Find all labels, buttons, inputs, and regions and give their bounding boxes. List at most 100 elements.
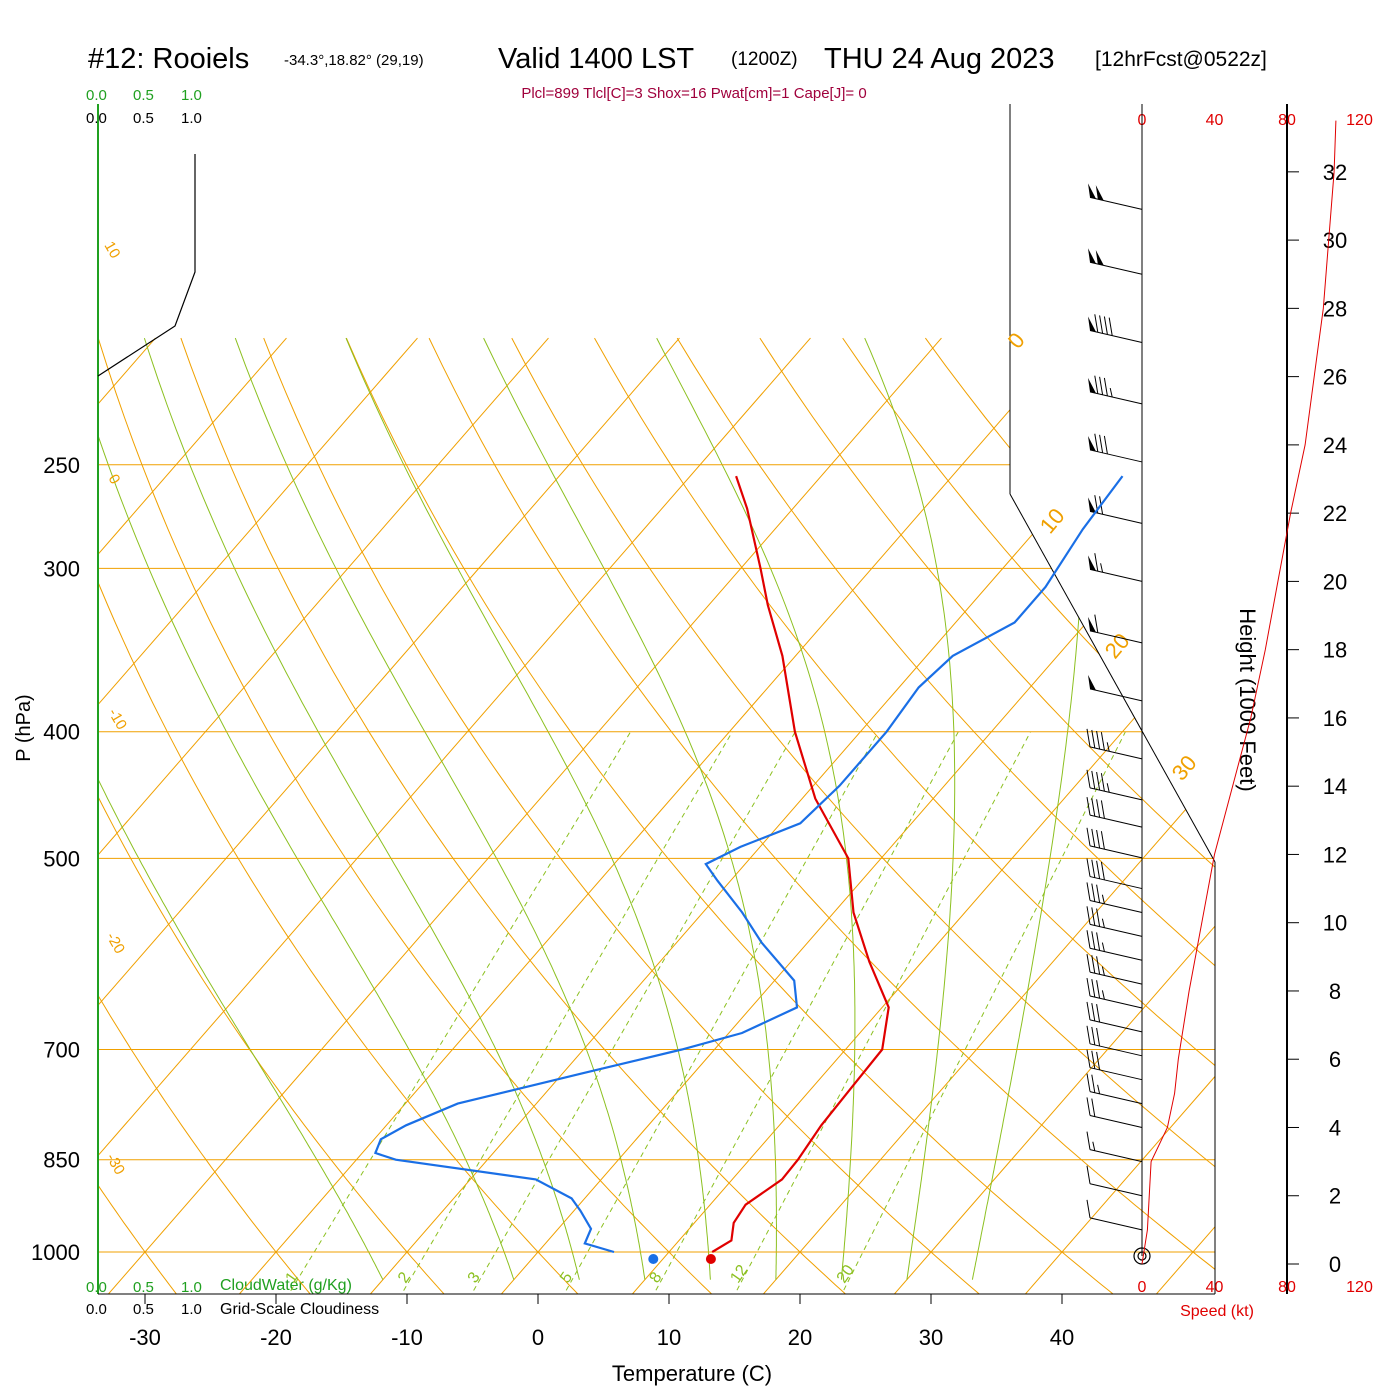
wind-barb-feather <box>1086 1025 1091 1044</box>
calm-wind-circle-inner <box>1137 1251 1147 1261</box>
wind-barb-feather <box>1091 979 1096 998</box>
height-tick-label: 20 <box>1323 569 1347 594</box>
wind-barb <box>1086 858 1143 890</box>
wind-barb-feather <box>1091 955 1096 974</box>
wind-barb-half-feather <box>1101 966 1105 976</box>
temperature-tick-label: -30 <box>129 1325 161 1350</box>
dry-adiabat-line <box>676 337 1215 1294</box>
isotherm-line <box>98 337 549 1294</box>
wind-barb-feather <box>1096 884 1101 903</box>
wind-barb-feather <box>1086 906 1091 925</box>
wind-barb-staff <box>1089 630 1143 644</box>
wind-barb <box>1088 553 1143 582</box>
wind-barb-staff <box>1089 923 1143 937</box>
wind-barb-feather <box>1100 831 1105 850</box>
wind-barb <box>1088 248 1143 275</box>
speed-tick-label: 80 <box>1278 112 1296 129</box>
speed-tick-label: 0 <box>1138 1279 1147 1296</box>
isotherm-line <box>359 337 1204 1294</box>
wind-barb <box>1088 674 1143 702</box>
wind-barb <box>1086 1025 1143 1057</box>
isotherm-labels: 10 0 -10 -20 -30 0 10 20 30 <box>101 239 1202 1178</box>
moist-adiabat-line <box>143 337 580 1280</box>
wind-barb-half-feather <box>1106 742 1110 752</box>
temperature-axis-label: Temperature (C) <box>612 1361 772 1386</box>
wind-barb <box>1088 375 1143 405</box>
wind-barb-half-feather <box>1092 1141 1096 1151</box>
wind-barb-staff <box>1089 1183 1143 1197</box>
wind-barb <box>1086 977 1143 1009</box>
dry-adiabat-line <box>511 337 1215 1294</box>
thermodynamic-background <box>0 337 1215 1306</box>
speed-tick-label: 120 <box>1346 1279 1373 1296</box>
wind-barb-feather <box>1096 956 1101 975</box>
mixing-ratio-line <box>728 731 1032 1294</box>
cloudiness-tick: 1.0 <box>181 1301 202 1318</box>
mixing-ratio-line <box>646 731 959 1294</box>
wind-barb-feather <box>1096 860 1101 879</box>
cloudwater-scale-bottom: 0.0 0.5 1.0 CloudWater (g/Kg) 0.0 0.5 1.… <box>86 1277 379 1318</box>
wind-barb-feather <box>1103 316 1108 335</box>
wind-barb <box>1086 769 1143 801</box>
wind-barb <box>1086 1049 1143 1081</box>
cloudiness-tick: 1.0 <box>181 110 202 127</box>
isobars <box>98 464 1215 1253</box>
isotherm-line <box>883 337 1215 1294</box>
dry-adiabat-line <box>924 337 1215 1294</box>
mixing-ratio-label: 8 <box>647 1269 666 1286</box>
wind-barb-feather <box>1096 829 1101 849</box>
cloudwater-tick: 0.0 <box>86 1279 107 1296</box>
wind-barb-pennant <box>1088 555 1096 571</box>
wind-barb <box>1086 1199 1143 1231</box>
wind-barb-staff <box>1089 391 1143 405</box>
temperature-tick-label: 40 <box>1050 1325 1074 1350</box>
wind-barb <box>1086 1097 1143 1128</box>
wind-barb-feather <box>1091 883 1096 902</box>
speed-tick-label: 40 <box>1206 1279 1224 1296</box>
pressure-tick-label: 1000 <box>31 1240 80 1265</box>
mixing-ratio-label: 5 <box>557 1269 576 1286</box>
cloudwater-scale-top: 0.0 0.5 1.0 0.0 0.5 1.0 <box>86 87 202 127</box>
wind-barb-feather <box>1096 932 1101 951</box>
cloudiness-tick: 0.5 <box>133 110 154 127</box>
wind-barb-feather <box>1091 1050 1096 1069</box>
isotherm-line <box>228 337 1073 1294</box>
moist-adiabat-line <box>864 337 956 1280</box>
wind-barb-feather <box>1096 908 1101 927</box>
pressure-axis-label: P (hPa) <box>13 694 35 761</box>
height-tick-label: 18 <box>1323 638 1347 663</box>
wind-barb-feather <box>1086 797 1091 816</box>
pressure-tick-label: 850 <box>43 1148 80 1173</box>
wind-barb-staff <box>1089 449 1143 463</box>
isotherm-line <box>1145 337 1215 1294</box>
moist-adiabat-line <box>345 337 711 1280</box>
pressure-tick-labels: 250 300 400 500 700 850 1000 <box>31 453 80 1265</box>
wind-barb-pennant <box>1088 316 1096 332</box>
wind-barb <box>1086 827 1143 859</box>
isotherm-line <box>0 338 24 1306</box>
wind-barb-feather <box>1086 954 1091 973</box>
wind-barb-pennant <box>1095 185 1104 201</box>
height-tick-label: 28 <box>1323 296 1347 321</box>
wind-barb-pennant <box>1088 183 1096 199</box>
wind-barb-feather <box>1091 1098 1096 1117</box>
pressure-tick-label: 300 <box>43 556 80 581</box>
wind-barb-staff <box>1089 1149 1143 1163</box>
dry-adiabat-line <box>98 337 456 1294</box>
pressure-tick-label: 700 <box>43 1037 80 1062</box>
station-coords: -34.3°,18.82° (29,19) <box>284 52 424 69</box>
wind-barb-feather <box>1099 376 1104 395</box>
sounding-indices: Plcl=899 Tlcl[C]=3 Shox=16 Pwat[cm]=1 Ca… <box>521 85 866 102</box>
wind-barb-staff <box>1089 568 1143 582</box>
mixing-ratio-line <box>394 731 733 1294</box>
wind-barb-feather <box>1086 930 1091 949</box>
dry-adiabat-line <box>428 337 1215 1294</box>
dry-adiabat-line <box>98 338 321 1294</box>
dry-adiabat-line <box>263 337 994 1294</box>
isotherm-line <box>752 337 1215 1294</box>
isotherm-line <box>621 337 1215 1294</box>
temperature-tick-label: 0 <box>532 1325 544 1350</box>
wind-barb-feather <box>1086 1199 1091 1218</box>
wind-barb-staff <box>1089 995 1143 1009</box>
